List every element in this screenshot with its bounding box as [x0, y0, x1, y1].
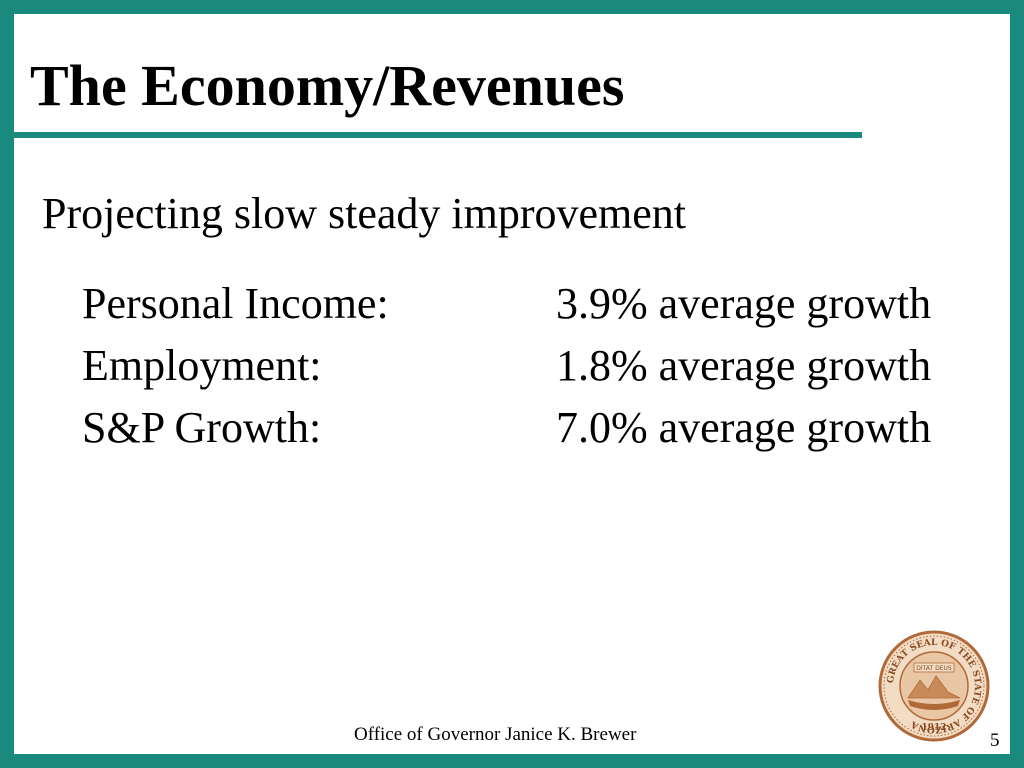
stat-row: Personal Income: 3.9% average growth	[82, 276, 982, 338]
stat-label: S&P Growth:	[82, 403, 322, 452]
seal-fields-icon	[908, 700, 960, 710]
arizona-state-seal-icon: GREAT SEAL OF THE STATE OF ARIZONA DITAT…	[878, 630, 990, 742]
seal-motto-banner	[913, 662, 955, 673]
growth-stats-list: Personal Income: 3.9% average growth Emp…	[82, 276, 982, 462]
stat-label: Employment:	[82, 341, 322, 390]
stat-value: 3.9% average growth	[556, 279, 932, 328]
title-underline	[14, 132, 862, 138]
slide-title: The Economy/Revenues	[30, 53, 625, 118]
footer-text: Office of Governor Janice K. Brewer	[354, 724, 637, 745]
stat-row: S&P Growth: 7.0% average growth	[82, 400, 982, 462]
slide: The Economy/Revenues Projecting slow ste…	[14, 14, 1010, 754]
seal-year: 1912	[921, 723, 946, 733]
stat-row: Employment: 1.8% average growth	[82, 338, 982, 400]
seal-motto: DITAT DEUS	[916, 665, 952, 672]
seal-dotted-ring	[883, 635, 985, 737]
stat-value: 1.8% average growth	[556, 341, 932, 390]
stat-value: 7.0% average growth	[556, 403, 932, 452]
slide-subheading: Projecting slow steady improvement	[42, 189, 686, 238]
stat-label: Personal Income:	[82, 279, 389, 328]
page-number: 5	[990, 730, 1000, 751]
seal-mountains-icon	[907, 675, 961, 699]
